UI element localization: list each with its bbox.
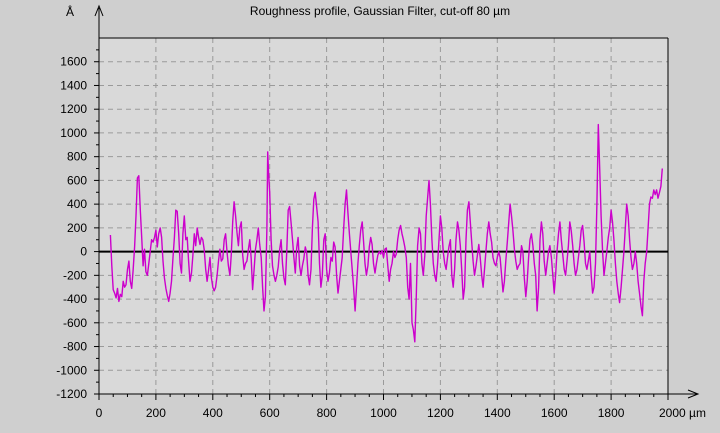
y-tick-label: 800: [67, 150, 87, 164]
x-tick-label: 1000: [370, 406, 397, 420]
roughness-profile-line: [109, 123, 663, 343]
y-tick-label: -1200: [56, 387, 87, 401]
x-axis-ticks: 0 200 400 600 800 1000 1200 1400 1600 1800 2000 µm: [96, 394, 706, 420]
chart-title: Roughness profile, Gaussian Filter, cut-…: [250, 4, 510, 18]
y-tick-label: 600: [67, 173, 87, 187]
x-tick-label: 200: [146, 406, 166, 420]
plot-area: [99, 38, 668, 394]
y-tick-label: 1400: [60, 78, 87, 92]
y-tick-label: -1000: [56, 363, 87, 377]
y-tick-label: -800: [63, 340, 87, 354]
x-tick-label: 1400: [484, 406, 511, 420]
y-tick-label: 1200: [60, 102, 87, 116]
y-tick-label: -600: [63, 316, 87, 330]
y-axis-arrow: [94, 4, 104, 17]
y-tick-label: 0: [80, 245, 87, 259]
x-tick-label: 0: [96, 406, 103, 420]
x-tick-label: 1600: [541, 406, 568, 420]
y-tick-label: 1000: [60, 126, 87, 140]
x-tick-label: 400: [203, 406, 223, 420]
y-axis-unit: Å: [66, 4, 74, 19]
y-tick-label: 1600: [60, 55, 87, 69]
x-axis-arrow: [687, 389, 700, 399]
x-tick-label: 1800: [598, 406, 625, 420]
y-tick-label: 200: [67, 221, 87, 235]
x-tick-label: 600: [260, 406, 280, 420]
y-axis-ticks: -1200 -1000 -800 -600 -400 -200 0 200 400 600 800 1…: [56, 49, 99, 401]
y-tick-label: -200: [63, 268, 87, 282]
y-tick-label: 400: [67, 197, 87, 211]
x-tick-label: 2000 µm: [659, 406, 706, 420]
x-tick-label: 1200: [427, 406, 454, 420]
y-tick-label: -400: [63, 292, 87, 306]
x-tick-label: 800: [317, 406, 337, 420]
